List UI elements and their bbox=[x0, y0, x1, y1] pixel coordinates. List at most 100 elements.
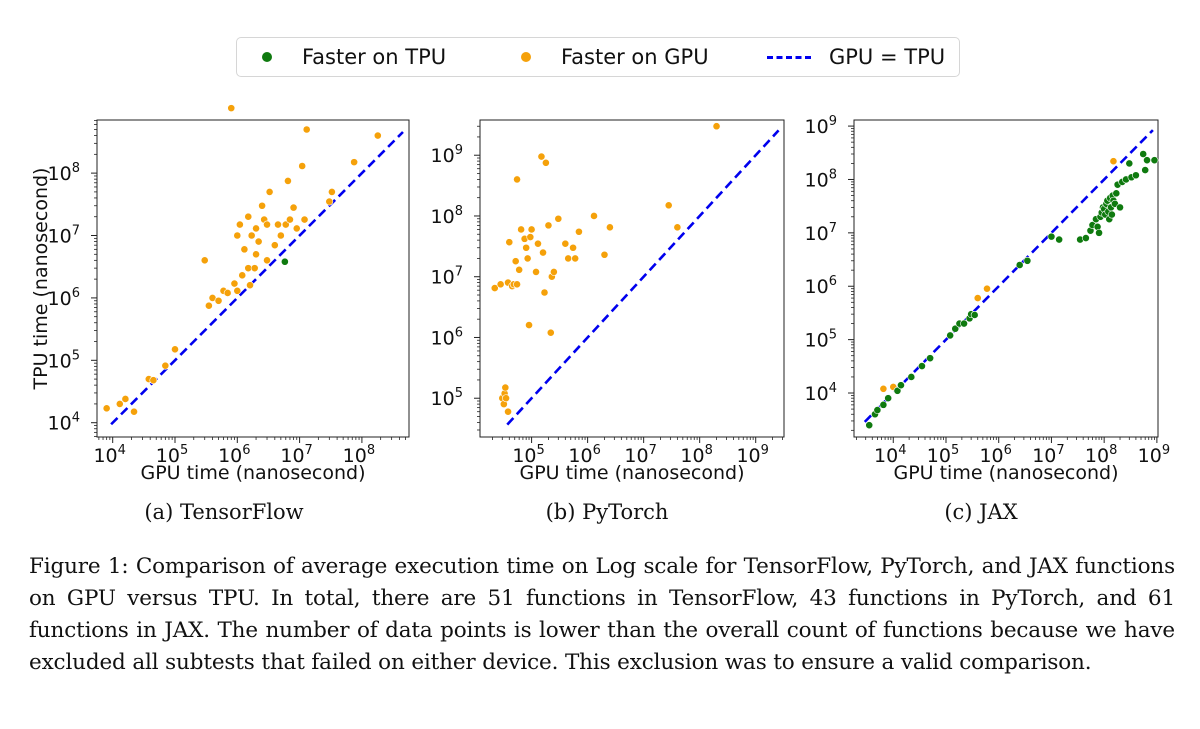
point-faster-on-gpu bbox=[505, 238, 514, 247]
y-tick-label: 106 bbox=[48, 286, 80, 310]
point-faster-on-gpu bbox=[590, 212, 598, 220]
y-tick-label: 106 bbox=[431, 325, 463, 349]
figure-caption: Figure 1: Comparison of average executio… bbox=[29, 554, 1175, 675]
y-tick-label: 107 bbox=[48, 224, 80, 248]
point-faster-on-gpu bbox=[204, 301, 213, 310]
legend-line-label: GPU = TPU bbox=[829, 45, 946, 69]
point-faster-on-gpu bbox=[115, 400, 124, 408]
point-faster-on-gpu bbox=[549, 268, 558, 276]
point-faster-on-gpu bbox=[300, 215, 309, 224]
x-tick-exponent: 8 bbox=[367, 443, 375, 458]
legend-item-gpu: Faster on GPU bbox=[521, 38, 709, 76]
subcaption-pytorch: (b) PyTorch bbox=[545, 500, 669, 524]
point-faster-on-gpu bbox=[325, 197, 334, 206]
subcaption-jax: (c) JAX bbox=[944, 500, 1018, 524]
point-faster-on-gpu bbox=[501, 383, 510, 392]
subcaption-tensorflow: (a) TensorFlow bbox=[144, 500, 304, 524]
y-tick-exponent: 8 bbox=[829, 167, 837, 182]
point-faster-on-gpu bbox=[214, 296, 223, 305]
point-faster-on-tpu bbox=[1023, 256, 1032, 265]
point-faster-on-gpu bbox=[263, 220, 271, 229]
point-faster-on-gpu bbox=[511, 257, 520, 266]
x-tick-exponent: 7 bbox=[649, 443, 657, 458]
legend-gpu-label: Faster on GPU bbox=[561, 45, 709, 69]
point-faster-on-gpu bbox=[102, 404, 111, 413]
point-faster-on-gpu bbox=[252, 224, 260, 233]
y-tick-exponent: 4 bbox=[829, 381, 837, 396]
point-faster-on-tpu bbox=[1116, 203, 1124, 212]
point-faster-on-gpu bbox=[554, 214, 563, 223]
y-tick-label: 107 bbox=[431, 265, 463, 289]
point-faster-on-gpu bbox=[149, 376, 158, 385]
chart-jax: 104 105 106 107 108 109104105106107108109GPU … bbox=[805, 114, 1171, 484]
point-faster-on-tpu bbox=[1132, 171, 1140, 180]
y-tick-exponent: 4 bbox=[72, 411, 80, 426]
point-faster-on-gpu bbox=[235, 220, 244, 229]
point-faster-on-gpu bbox=[250, 264, 259, 273]
legend-tpu-label: Faster on TPU bbox=[302, 45, 447, 69]
point-faster-on-tpu bbox=[970, 311, 979, 319]
point-faster-on-gpu bbox=[1109, 157, 1118, 166]
point-faster-on-gpu bbox=[523, 254, 532, 263]
point-faster-on-gpu bbox=[284, 177, 292, 185]
y-tick-label: 107 bbox=[805, 221, 837, 245]
x-tick-label: 106 bbox=[218, 443, 250, 467]
figure-charts: 104 105 106 107 108 104 105 106 107 108 GPU time (… bbox=[30, 104, 1171, 484]
point-faster-on-tpu bbox=[1112, 189, 1121, 198]
y-tick-exponent: 7 bbox=[455, 265, 463, 280]
point-faster-on-gpu bbox=[569, 243, 577, 252]
reference-line-gpu-equals-tpu bbox=[506, 129, 780, 426]
point-faster-on-tpu bbox=[926, 354, 935, 363]
point-faster-on-gpu bbox=[289, 203, 298, 212]
point-faster-on-gpu bbox=[546, 328, 555, 337]
point-faster-on-tpu bbox=[897, 381, 905, 390]
point-faster-on-gpu bbox=[274, 220, 282, 229]
point-faster-on-gpu bbox=[561, 239, 570, 248]
y-tick-label: 104 bbox=[805, 381, 837, 405]
x-axis-label: GPU time (nanosecond) bbox=[140, 462, 365, 484]
point-faster-on-tpu bbox=[280, 257, 289, 266]
y-tick-exponent: 8 bbox=[72, 161, 80, 176]
x-tick-exponent: 4 bbox=[118, 443, 126, 458]
point-faster-on-tpu bbox=[893, 386, 902, 395]
point-faster-on-tpu bbox=[1125, 159, 1134, 168]
y-tick-exponent: 6 bbox=[72, 286, 80, 301]
point-faster-on-tpu bbox=[1015, 261, 1024, 269]
x-tick-exponent: 9 bbox=[761, 443, 769, 458]
y-tick-exponent: 7 bbox=[829, 221, 837, 236]
point-faster-on-gpu bbox=[879, 384, 888, 393]
point-faster-on-tpu bbox=[960, 319, 968, 328]
point-faster-on-tpu bbox=[1143, 156, 1151, 165]
legend-item-tpu: Faster on TPU bbox=[262, 38, 446, 76]
point-faster-on-tpu bbox=[865, 421, 874, 430]
point-faster-on-gpu bbox=[350, 158, 359, 167]
point-faster-on-gpu bbox=[600, 250, 609, 259]
point-faster-on-tpu bbox=[873, 406, 882, 414]
point-faster-on-gpu bbox=[230, 279, 239, 288]
point-faster-on-gpu bbox=[200, 256, 209, 265]
point-faster-on-gpu bbox=[252, 250, 260, 259]
x-axis-label: GPU time (nanosecond) bbox=[893, 462, 1118, 484]
point-faster-on-gpu bbox=[526, 233, 535, 241]
point-faster-on-gpu bbox=[373, 131, 382, 140]
point-faster-on-gpu bbox=[513, 280, 521, 289]
point-faster-on-gpu bbox=[537, 152, 546, 161]
y-tick-label: 108 bbox=[805, 167, 837, 191]
point-faster-on-tpu bbox=[918, 362, 926, 370]
point-faster-on-gpu bbox=[490, 284, 499, 292]
point-faster-on-gpu bbox=[564, 254, 573, 263]
point-faster-on-gpu bbox=[238, 271, 247, 280]
point-faster-on-gpu bbox=[513, 175, 521, 184]
y-tick-exponent: 7 bbox=[72, 224, 80, 239]
x-tick-label: 104 bbox=[93, 443, 125, 467]
y-tick-exponent: 5 bbox=[72, 348, 80, 363]
point-faster-on-gpu bbox=[292, 224, 301, 233]
point-faster-on-gpu bbox=[673, 223, 682, 232]
y-tick-label: 105 bbox=[48, 348, 80, 372]
point-faster-on-gpu bbox=[281, 220, 290, 229]
point-faster-on-gpu bbox=[263, 256, 271, 265]
point-faster-on-gpu bbox=[265, 187, 274, 196]
point-faster-on-gpu bbox=[223, 289, 232, 297]
